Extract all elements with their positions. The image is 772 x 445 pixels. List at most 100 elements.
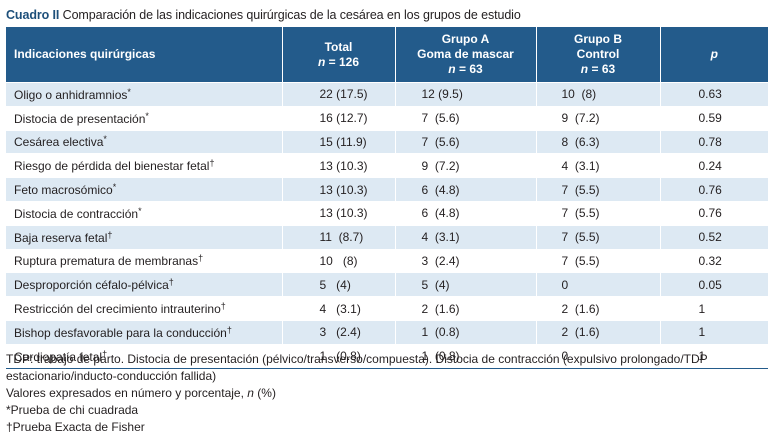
footnote-mark: †	[168, 277, 174, 288]
cell-group-a: 1 (0.8)	[394, 343, 536, 369]
cell-total: 13 (10.3)	[281, 177, 395, 202]
cell-p-value: 0.76	[659, 200, 768, 226]
cell-group-a: 5 (4)	[394, 272, 536, 297]
cell-p-value: 0.52	[659, 224, 768, 250]
table-row: Oligo o anhidramnios* 22 (17.5) 12 (9.5) 10…	[6, 82, 768, 107]
cell-total: 15 (11.9)	[281, 129, 395, 154]
header-indication: Indicaciones quirúrgicas	[6, 27, 282, 83]
indications-table: Indicaciones quirúrgicas Total n = 126 G…	[6, 27, 768, 369]
header-total-title: Total	[324, 39, 353, 54]
cell-indication: Oligo o anhidramnios*	[6, 82, 282, 107]
cell-group-a: 6 (4.8)	[394, 200, 536, 226]
footnote-mark: †	[102, 348, 108, 359]
footnote-mark: †	[226, 324, 232, 335]
footnote-chi-square: *Prueba de chi cuadrada	[6, 403, 139, 417]
header-total-n: n = 126	[317, 54, 360, 69]
cell-indication: Cesárea electiva*	[6, 129, 282, 154]
cell-indication: Desproporción céfalo-pélvica†	[6, 272, 282, 297]
footnote-values: Valores expresados en número y porcentaj…	[6, 386, 276, 400]
footnote-mark: *	[127, 86, 131, 97]
cell-group-a: 9 (7.2)	[394, 153, 536, 178]
table-row: Cardiopatía fetal† 1 (0.8) 1 (0.8) 0 1	[6, 343, 768, 369]
cell-total: 10 (8)	[281, 248, 395, 273]
cell-indication: Ruptura prematura de membranas†	[6, 248, 282, 273]
cell-group-a: 3 (2.4)	[394, 248, 536, 273]
table-row: Cesárea electiva* 15 (11.9) 7 (5.6) 8 (6.3)…	[6, 129, 768, 154]
cell-group-a: 12 (9.5)	[394, 82, 536, 107]
table-row: Riesgo de pérdida del bienestar fetal† 13…	[6, 153, 768, 178]
cell-group-b: 8 (6.3)	[535, 129, 660, 154]
cell-group-b: 0	[535, 272, 660, 297]
header-group-a: Grupo A Goma de mascar n = 63	[394, 27, 536, 83]
cell-p-value: 0.76	[659, 177, 768, 202]
cell-indication: Distocia de presentación*	[6, 105, 282, 131]
cell-total: 3 (2.4)	[281, 319, 395, 345]
cell-total: 13 (10.3)	[281, 153, 395, 178]
header-group-a-subtitle: Goma de mascar	[417, 47, 514, 61]
footnote-mark: †	[209, 158, 215, 169]
header-group-b-title: Grupo B	[574, 32, 622, 46]
cell-group-b: 0	[535, 343, 660, 369]
cell-total: 16 (12.7)	[281, 105, 395, 131]
cell-p-value: 0.05	[659, 272, 768, 297]
cell-p-value: 0.24	[659, 153, 768, 178]
cell-p-value: 0.59	[659, 105, 768, 131]
footnote-mark: *	[112, 182, 117, 193]
header-group-b: Grupo B Control n = 63	[535, 27, 660, 83]
cell-p-value: 0.63	[659, 82, 768, 107]
table-row: Distocia de presentación* 16 (12.7) 7 (5.6…	[6, 105, 768, 131]
footnote-abbreviations: TDP: trabajo de parto. Distocia de prese…	[6, 352, 708, 383]
cell-indication: Distocia de contracción*	[6, 200, 282, 226]
cell-group-a: 1 (0.8)	[394, 319, 536, 345]
cell-group-b: 10 (8)	[535, 82, 660, 107]
cell-indication: Bishop desfavorable para la conducción†	[6, 319, 282, 345]
cell-p-value: 0.78	[659, 129, 768, 154]
cell-total: 13 (10.3)	[281, 200, 395, 226]
caption-label: Cuadro II	[6, 8, 60, 22]
footnote-mark: †	[220, 301, 226, 312]
header-p-value: p	[659, 27, 768, 83]
header-total: Total n = 126	[281, 27, 395, 83]
table-row: Feto macrosómico* 13 (10.3) 6 (4.8) 7 (5.5)…	[6, 177, 768, 202]
cell-total: 22 (17.5)	[281, 82, 395, 107]
footnote-mark: *	[103, 134, 107, 145]
cell-group-b: 7 (5.5)	[535, 248, 660, 273]
table-row: Distocia de contracción* 13 (10.3) 6 (4.8)…	[6, 200, 768, 226]
cell-group-a: 7 (5.6)	[394, 129, 536, 154]
table-row: Ruptura prematura de membranas† 10 (8) 3 (…	[6, 248, 768, 273]
cell-group-b: 7 (5.5)	[535, 177, 660, 202]
cell-indication: Cardiopatía fetal†	[6, 343, 282, 369]
footnote-mark: †	[107, 229, 113, 240]
header-group-a-n: n = 63	[448, 62, 483, 76]
cell-group-b: 9 (7.2)	[535, 105, 660, 131]
cell-total: 4 (3.1)	[281, 296, 395, 321]
table-row: Restricción del crecimiento intrauterino…	[6, 296, 768, 321]
cell-indication: Riesgo de pérdida del bienestar fetal†	[6, 153, 282, 178]
header-group-b-subtitle: Control	[576, 47, 620, 61]
footnote-mark: *	[145, 110, 149, 121]
cell-group-b: 2 (1.6)	[535, 319, 660, 345]
footnote-mark: *	[138, 205, 142, 216]
table-footnotes: TDP: trabajo de parto. Distocia de prese…	[6, 351, 766, 436]
cell-group-b: 7 (5.5)	[535, 224, 660, 250]
cell-indication: Restricción del crecimiento intrauterino…	[6, 296, 282, 321]
table-row: Bishop desfavorable para la conducción† 3…	[6, 319, 768, 345]
cell-group-a: 6 (4.8)	[394, 177, 536, 202]
table-caption: Cuadro II Comparación de las indicacione…	[6, 8, 521, 22]
cell-group-a: 4 (3.1)	[394, 224, 536, 250]
cell-group-a: 2 (1.6)	[394, 296, 536, 321]
cell-total: 1 (0.8)	[281, 343, 395, 369]
cell-total: 5 (4)	[281, 272, 395, 297]
cell-group-a: 7 (5.6)	[394, 105, 536, 131]
cell-indication: Feto macrosómico*	[6, 177, 282, 202]
cell-group-b: 7 (5.5)	[535, 200, 660, 226]
cell-p-value: 1	[659, 296, 768, 321]
cell-p-value: 1	[659, 319, 768, 345]
cell-p-value: 1	[659, 343, 768, 369]
cell-group-b: 4 (3.1)	[535, 153, 660, 178]
cell-total: 11 (8.7)	[281, 224, 395, 250]
header-group-a-title: Grupo A	[441, 32, 490, 46]
caption-title: Comparación de las indicaciones quirúrgi…	[62, 8, 521, 22]
cell-p-value: 0.32	[659, 248, 768, 273]
